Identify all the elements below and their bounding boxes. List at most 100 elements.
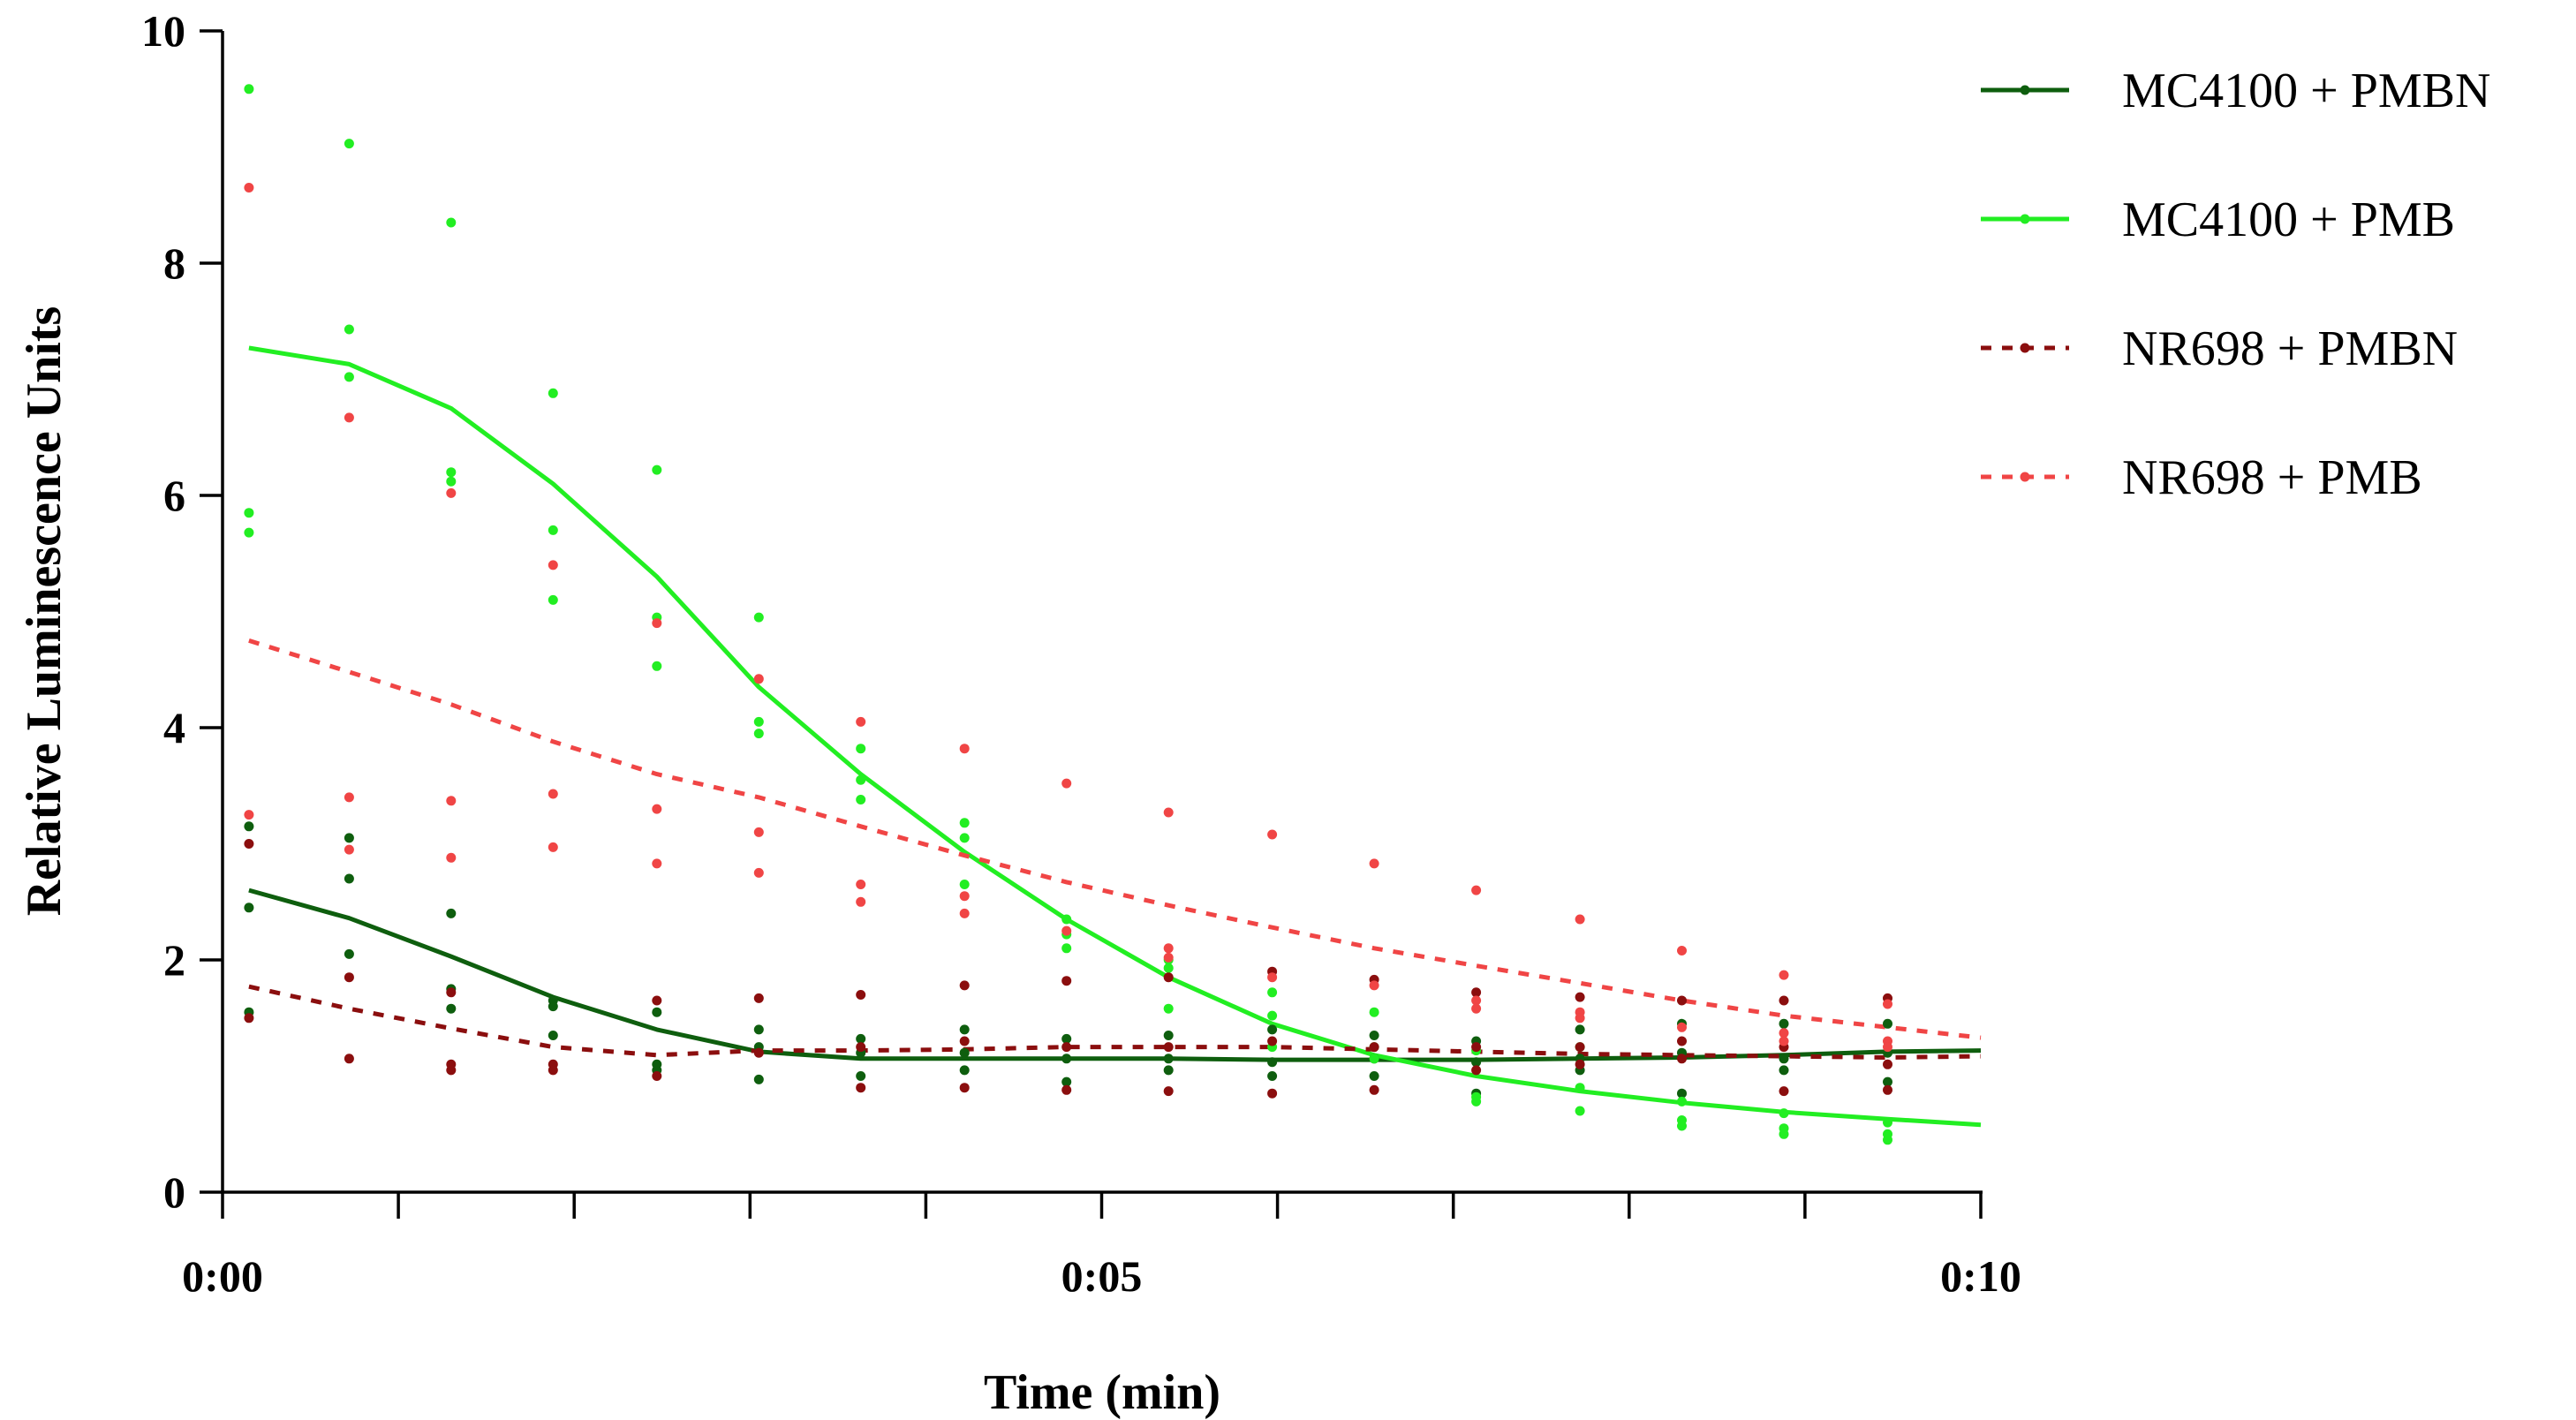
data-point-nr698-pmbn [1471, 987, 1482, 998]
data-point-nr698-pmb [753, 674, 764, 684]
data-point-mc4100-pmbn [753, 1074, 764, 1084]
data-point-mc4100-pmbn [1779, 1065, 1789, 1076]
y-axis-title: Relative Luminescence Units [17, 306, 72, 917]
data-point-nr698-pmb [1779, 1036, 1789, 1046]
data-point-nr698-pmb [753, 867, 764, 878]
series-line-mc4100-pmb [248, 345, 1982, 1128]
data-point-mc4100-pmb [959, 818, 970, 828]
data-point-mc4100-pmb [1471, 1096, 1482, 1107]
data-point-nr698-pmbn [1883, 1084, 1892, 1095]
y-tick-label: 10 [141, 6, 185, 56]
data-point-mc4100-pmb [1369, 1007, 1379, 1017]
data-point-mc4100-pmbn [1061, 1076, 1072, 1087]
data-point-nr698-pmbn [753, 1047, 764, 1058]
data-point-nr698-pmb [856, 896, 866, 907]
y-tick-label: 4 [163, 703, 185, 752]
data-point-nr698-pmbn [1061, 1042, 1072, 1053]
data-point-mc4100-pmbn [344, 948, 354, 959]
x-tick-label: 0:05 [1061, 1251, 1143, 1301]
data-point-mc4100-pmbn [959, 1047, 970, 1058]
data-point-mc4100-pmbn [856, 1033, 866, 1044]
data-point-mc4100-pmb [1677, 1121, 1687, 1131]
x-axis-ticks: 0:00 0:05 0:10 [182, 1192, 2021, 1301]
data-point-mc4100-pmb [1061, 943, 1072, 954]
data-point-mc4100-pmbn [1163, 1054, 1174, 1064]
y-tick-label: 0 [163, 1167, 185, 1217]
data-point-nr698-pmb [344, 844, 354, 855]
data-point-mc4100-pmbn [652, 1007, 662, 1017]
data-point-nr698-pmbn [446, 987, 457, 998]
data-point-mc4100-pmbn [1883, 1018, 1892, 1029]
data-point-mc4100-pmb [1779, 1129, 1789, 1139]
data-point-mc4100-pmbn [446, 1003, 457, 1014]
data-point-nr698-pmb [1267, 972, 1278, 983]
data-point-nr698-pmb [1471, 1003, 1482, 1014]
data-point-nr698-pmb [1677, 946, 1687, 955]
data-point-mc4100-pmb [856, 774, 866, 785]
data-point-mc4100-pmb [1061, 914, 1072, 925]
data-point-nr698-pmb [1061, 778, 1072, 789]
data-point-nr698-pmb [959, 744, 970, 754]
data-point-nr698-pmb [446, 487, 457, 498]
data-point-nr698-pmb [1471, 885, 1482, 895]
data-point-nr698-pmb [652, 618, 662, 629]
data-point-mc4100-pmbn [1575, 1024, 1585, 1035]
legend-marker [2020, 85, 2030, 95]
data-point-nr698-pmb [1163, 807, 1174, 818]
data-point-mc4100-pmbn [548, 1031, 558, 1040]
data-point-nr698-pmbn [1779, 1086, 1789, 1097]
data-point-mc4100-pmb [753, 716, 764, 727]
data-point-nr698-pmb [1369, 858, 1379, 869]
data-point-mc4100-pmb [344, 139, 354, 149]
data-point-mc4100-pmb [652, 661, 662, 671]
data-point-mc4100-pmbn [548, 1001, 558, 1012]
data-point-nr698-pmbn [1163, 972, 1174, 983]
data-point-nr698-pmbn [344, 972, 354, 983]
y-tick-label: 8 [163, 238, 185, 288]
data-point-mc4100-pmb [1163, 1003, 1174, 1014]
data-point-mc4100-pmb [959, 880, 970, 889]
data-point-mc4100-pmbn [244, 903, 254, 913]
data-point-mc4100-pmb [1779, 1108, 1789, 1119]
data-point-nr698-pmbn [1163, 1042, 1174, 1053]
data-point-mc4100-pmbn [244, 821, 254, 832]
data-point-mc4100-pmb [856, 744, 866, 754]
data-point-mc4100-pmbn [1267, 1024, 1278, 1035]
data-point-nr698-pmbn [856, 1042, 866, 1053]
data-point-mc4100-pmbn [1369, 1071, 1379, 1081]
data-point-mc4100-pmbn [1061, 1033, 1072, 1044]
data-point-mc4100-pmb [1883, 1117, 1892, 1128]
data-point-nr698-pmbn [1575, 1059, 1585, 1069]
data-point-mc4100-pmbn [1163, 1065, 1174, 1076]
data-point-nr698-pmb [1267, 829, 1278, 840]
data-point-nr698-pmb [1883, 1042, 1892, 1053]
data-point-mc4100-pmbn [1267, 1071, 1278, 1081]
data-point-mc4100-pmb [652, 465, 662, 475]
data-point-mc4100-pmbn [1779, 1054, 1789, 1064]
data-point-mc4100-pmbn [753, 1024, 764, 1035]
data-point-nr698-pmb [959, 908, 970, 918]
data-point-mc4100-pmb [1163, 963, 1174, 973]
data-point-nr698-pmb [1471, 995, 1482, 1006]
data-point-nr698-pmbn [548, 1065, 558, 1076]
data-point-mc4100-pmb [446, 476, 457, 487]
data-point-mc4100-pmb [244, 84, 254, 94]
data-point-nr698-pmb [548, 560, 558, 570]
legend-label-mc4100-pmbn: MC4100 + PMBN [2122, 64, 2490, 118]
data-point-nr698-pmb [1163, 943, 1174, 954]
data-point-nr698-pmb [548, 789, 558, 799]
data-point-nr698-pmb [652, 804, 662, 814]
data-point-nr698-pmb [1061, 925, 1072, 936]
x-tick-label: 0:10 [1940, 1251, 2021, 1301]
data-point-mc4100-pmb [1883, 1135, 1892, 1145]
data-point-nr698-pmb [856, 716, 866, 727]
data-point-nr698-pmb [1883, 999, 1892, 1009]
data-point-nr698-pmb [1779, 970, 1789, 980]
data-point-mc4100-pmbn [1267, 1057, 1278, 1068]
data-point-nr698-pmb [244, 810, 254, 820]
data-point-nr698-pmbn [1677, 1036, 1687, 1046]
data-point-mc4100-pmb [1369, 1054, 1379, 1064]
data-point-nr698-pmb [1575, 914, 1585, 925]
data-point-nr698-pmb [1575, 1013, 1585, 1023]
